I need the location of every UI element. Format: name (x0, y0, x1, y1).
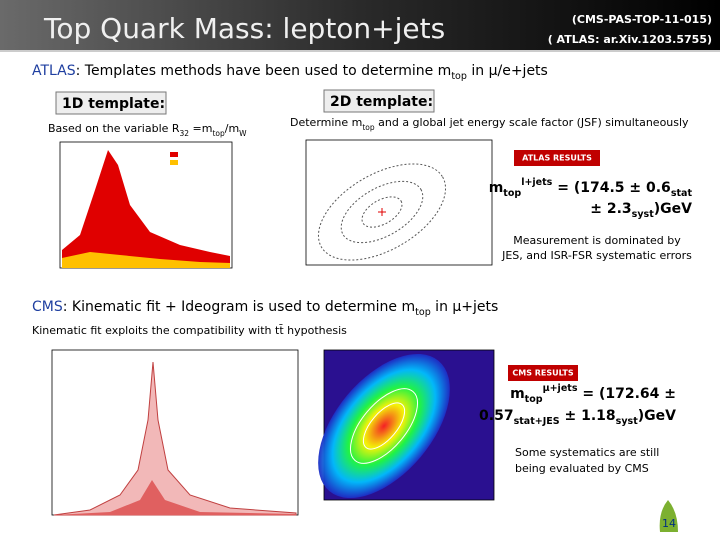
text-run: Based on the variable R (48, 122, 180, 135)
badge-text: ATLAS RESULTS (522, 154, 592, 163)
note: Some systematics are still (515, 446, 659, 459)
text-run: ± 2.3 (590, 201, 631, 217)
text-run: 0.57 (479, 408, 514, 424)
header-bar (0, 0, 720, 50)
note: JES, and ISR-FSR systematic errors (501, 249, 692, 262)
cms-detail: Kinematic fit exploits the compatibility… (32, 324, 347, 337)
page-badge (659, 500, 678, 532)
slide-title: Top Quark Mass: lepton+jets (43, 12, 445, 45)
label-box (55, 91, 167, 115)
template-label: 2D template: (330, 94, 433, 110)
page-number: 14 (662, 517, 676, 530)
text-run: in μ+jets (431, 299, 499, 315)
text-run: m (489, 180, 504, 196)
text-run: and a global jet energy scale factor (JS… (375, 116, 689, 129)
cms-intro: CMS: Kinematic fit + Ideogram is used to… (32, 299, 498, 318)
result-line: 0.57stat+JES ± 1.18syst)GeV (479, 408, 676, 427)
highlight-run: ATLAS (32, 63, 76, 79)
text-run: ± 1.18 (560, 408, 616, 424)
text-run: =m (189, 122, 212, 135)
template-description: Determine mtop and a global jet energy s… (290, 116, 689, 132)
sub-run: stat (671, 188, 693, 199)
sub-run: top (362, 123, 374, 132)
result-line: mtopμ+jets = (172.64 ± (510, 383, 676, 405)
sub-run: syst (616, 416, 639, 427)
sub-run: 32 (180, 129, 190, 138)
text-run: /m (225, 122, 239, 135)
sup-run: μ+jets (543, 383, 578, 394)
reference: ( ATLAS: ar.Xiv.1203.5755) (548, 33, 712, 46)
note: being evaluated by CMS (515, 462, 649, 475)
text-run: : Kinematic fit + Ideogram is used to de… (63, 299, 415, 315)
sup-run: l+jets (521, 177, 552, 188)
results-badge (508, 365, 578, 381)
atlas-2d-plot (305, 139, 493, 266)
text-run: = (174.5 ± 0.6 (552, 180, 670, 196)
results-badge (514, 150, 600, 166)
text-run: )GeV (654, 201, 692, 217)
text-run: in μ/e+jets (467, 63, 548, 79)
highlight-run: CMS (32, 299, 63, 315)
text-run: : Templates methods have been used to de… (76, 63, 452, 79)
result-line: ± 2.3syst)GeV (590, 201, 692, 220)
text-run: )GeV (638, 408, 676, 424)
template-description: Based on the variable R32 =mtop/mW (48, 122, 247, 138)
sub-run: top (451, 71, 467, 82)
sub-run: top (503, 188, 521, 199)
sub-run: top (415, 307, 431, 318)
template-label: 1D template: (62, 96, 165, 112)
cms-2d-plot (318, 349, 495, 501)
atlas-intro: ATLAS: Templates methods have been used … (32, 63, 548, 82)
sub-run: W (239, 129, 247, 138)
text-run: = (172.64 ± (577, 386, 676, 402)
text-run: Determine m (290, 116, 362, 129)
result-line: mtopl+jets = (174.5 ± 0.6stat (489, 177, 693, 199)
sub-run: stat+JES (514, 416, 560, 427)
sub-run: top (525, 394, 543, 405)
label-box (323, 89, 435, 113)
atlas-1d-plot (59, 141, 233, 269)
sub-run: top (212, 129, 224, 138)
text-run: m (510, 386, 525, 402)
cms-1d-plot (51, 349, 299, 516)
badge-text: CMS RESULTS (512, 369, 573, 378)
sub-run: syst (632, 209, 655, 220)
note: Measurement is dominated by (513, 234, 681, 247)
reference: (CMS-PAS-TOP-11-015) (572, 13, 712, 26)
